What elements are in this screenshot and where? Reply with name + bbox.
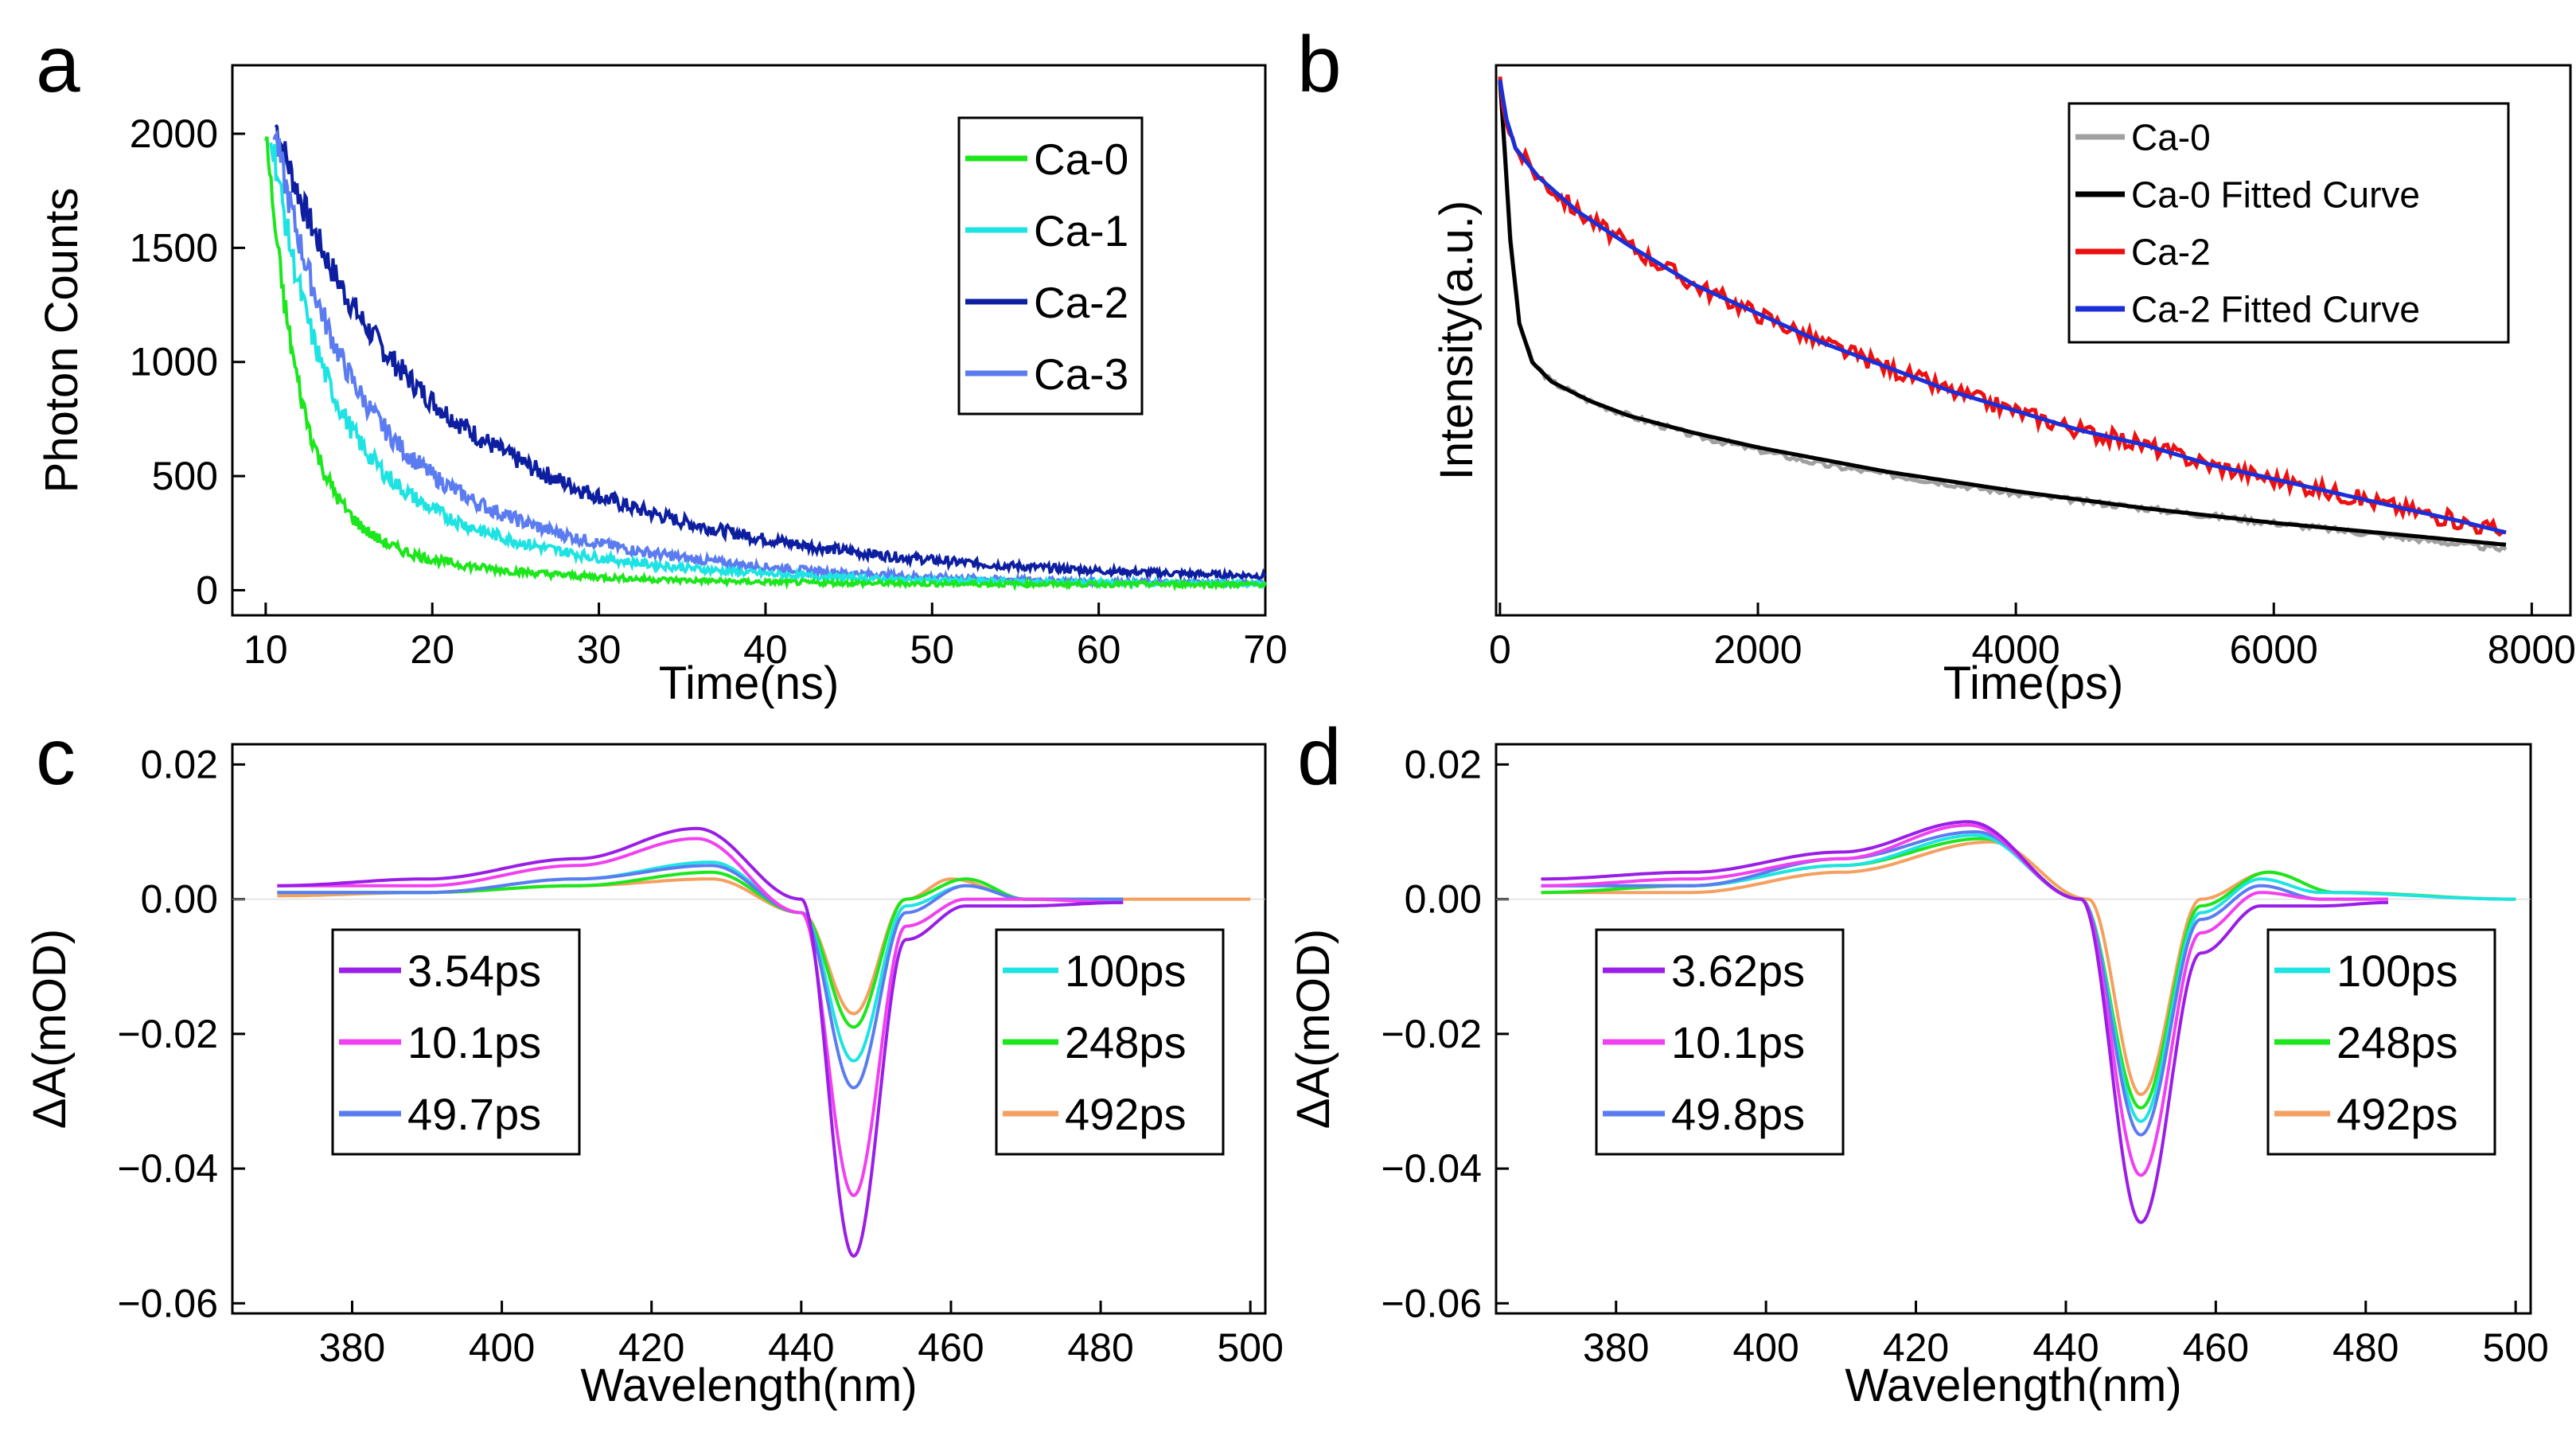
y-tick-label-a: 1500 — [130, 225, 218, 270]
series-line-ca-0-fitted-curve — [1498, 80, 2507, 547]
legend-label-492ps: 492ps — [2336, 1089, 2458, 1139]
legend-label-ca-2-fitted-curve: Ca-2 Fitted Curve — [2131, 289, 2420, 330]
series-line-ca-2 — [1498, 76, 2507, 537]
panel-letter-d: d — [1297, 712, 1342, 802]
series-line-ca-0 — [263, 136, 1267, 592]
legend-label-100ps: 100ps — [2336, 946, 2458, 996]
y-axis-title-c: ΔA(mOD) — [24, 929, 76, 1129]
legend-label-ca-0: Ca-0 — [1034, 135, 1128, 184]
x-tick-label-c: 460 — [918, 1325, 984, 1370]
legend-label-10-1ps: 10.1ps — [1671, 1017, 1805, 1067]
x-tick-label-d: 420 — [1883, 1325, 1949, 1370]
x-tick-label-a: 70 — [1243, 627, 1288, 672]
x-tick-label-a: 40 — [743, 627, 788, 672]
panel-b: 0 2000 4000 6000 8000 Time(ps) Intensity(a.u.)… — [1431, 64, 2576, 709]
x-tick-label-c: 440 — [768, 1325, 834, 1370]
y-tick-label-c: 0.00 — [141, 877, 218, 922]
panel-letter-a: a — [36, 20, 80, 109]
series-line-10-1ps-d — [1541, 823, 2388, 1177]
y-tick-label-d: −0.06 — [1381, 1281, 1482, 1325]
y-tick-label-d: 0.00 — [1405, 877, 1482, 922]
legend-label-10-1ps: 10.1ps — [407, 1017, 541, 1067]
series-line-ca-2-fitted-curve — [1498, 79, 2507, 535]
legend-label-ca-3: Ca-3 — [1034, 349, 1128, 399]
y-tick-label-d: −0.04 — [1381, 1146, 1482, 1191]
x-tick-label-d: 480 — [2332, 1325, 2399, 1370]
legend-label-ca-0-fitted-curve: Ca-0 Fitted Curve — [2131, 174, 2420, 216]
x-tick-label-d: 400 — [1732, 1325, 1799, 1370]
x-tick-label-c: 420 — [618, 1325, 684, 1370]
y-tick-label-a: 2000 — [130, 111, 218, 156]
x-axis-title-b: Time(ps) — [1943, 658, 2124, 709]
x-tick-label-d: 500 — [2482, 1325, 2548, 1370]
panel-a: 10 20 30 40 50 60 70 0 500 1000 1500 2000 Time(ns) Ph… — [36, 64, 1288, 709]
legend-box-b-main — [2067, 102, 2510, 344]
legend-label-ca-2: Ca-2 — [1034, 278, 1128, 327]
legend-label-100ps: 100ps — [1065, 946, 1187, 996]
x-tick-label-c: 380 — [319, 1325, 385, 1370]
x-tick-label-b: 6000 — [2230, 627, 2318, 672]
y-tick-label-c: −0.02 — [117, 1012, 218, 1056]
legend-label-492ps: 492ps — [1065, 1089, 1187, 1139]
x-tick-label-b: 2000 — [1713, 627, 1802, 672]
x-tick-label-d: 380 — [1583, 1325, 1649, 1370]
legend-box-a-main — [957, 116, 1144, 416]
panel-letter-b: b — [1297, 20, 1342, 109]
legend-label-ca-2: Ca-2 — [2131, 232, 2211, 273]
x-axis-title-d: Wavelength(nm) — [1845, 1360, 2181, 1411]
x-tick-label-b: 4000 — [1972, 627, 2060, 672]
x-tick-label-a: 20 — [410, 627, 454, 672]
y-tick-label-c: −0.06 — [117, 1281, 218, 1325]
y-axis-title-d: ΔA(mOD) — [1288, 929, 1339, 1129]
x-tick-label-d: 460 — [2183, 1325, 2249, 1370]
legend-label-248ps: 248ps — [1065, 1017, 1187, 1067]
y-tick-label-c: 0.02 — [141, 742, 218, 786]
y-tick-label-d: −0.02 — [1381, 1012, 1482, 1056]
y-axis-title-b: Intensity(a.u.) — [1431, 201, 1483, 480]
panel-c: 380 400 420 440 460 480 500 0.02 0.00 −0.02 −0.04 −… — [24, 742, 1284, 1411]
legend-label-3-54ps: 3.54ps — [407, 946, 541, 996]
legend-label-248ps: 248ps — [2336, 1017, 2458, 1067]
panel-d: 380 400 420 440 460 480 500 0.02 0.00 −0.02 −0.04 −… — [1288, 742, 2549, 1411]
y-tick-label-d: 0.02 — [1405, 742, 1482, 786]
y-tick-label-a: 1000 — [130, 340, 218, 384]
plot-frame-d — [1495, 743, 2532, 1315]
series-line-10-1ps-c — [277, 837, 1124, 1198]
y-axis-title-a: Photon Counts — [36, 188, 88, 494]
x-axis-title-c: Wavelength(nm) — [580, 1360, 917, 1411]
x-tick-label-a: 10 — [244, 627, 288, 672]
x-tick-label-c: 400 — [469, 1325, 535, 1370]
y-tick-label-a: 0 — [196, 568, 218, 612]
legend-label-49-8ps: 49.8ps — [1671, 1089, 1805, 1139]
series-line-3-62ps-d — [1541, 820, 2389, 1224]
y-tick-label-c: −0.04 — [117, 1146, 218, 1191]
x-tick-label-a: 50 — [910, 627, 954, 672]
series-line-ca-2 — [274, 123, 1267, 583]
series-line-248ps-c — [277, 870, 1124, 1029]
x-tick-label-a: 60 — [1077, 627, 1121, 672]
panel-letter-c: c — [36, 712, 76, 802]
plot-frame-c — [231, 743, 1267, 1315]
series-line-3-54ps-c — [277, 826, 1124, 1258]
x-tick-label-d: 440 — [2032, 1325, 2099, 1370]
x-tick-label-b: 8000 — [2488, 627, 2576, 672]
x-axis-title-a: Time(ns) — [659, 658, 840, 709]
plot-frame-b — [1495, 64, 2572, 617]
x-tick-label-c: 500 — [1217, 1325, 1283, 1370]
x-tick-label-b: 0 — [1489, 627, 1511, 672]
x-tick-label-c: 480 — [1067, 1325, 1133, 1370]
legend-label-49-7ps: 49.7ps — [407, 1089, 541, 1139]
x-tick-label-a: 30 — [577, 627, 622, 672]
legend-label-ca-1: Ca-1 — [1034, 206, 1128, 256]
y-tick-label-a: 500 — [152, 454, 218, 498]
plot-frame-a — [231, 64, 1267, 617]
series-line-49-7ps-c — [277, 864, 1124, 1090]
series-line-49-8ps-d — [1541, 829, 2388, 1137]
legend-label-ca-0: Ca-0 — [2131, 117, 2211, 158]
legend-label-3-62ps: 3.62ps — [1671, 946, 1805, 996]
